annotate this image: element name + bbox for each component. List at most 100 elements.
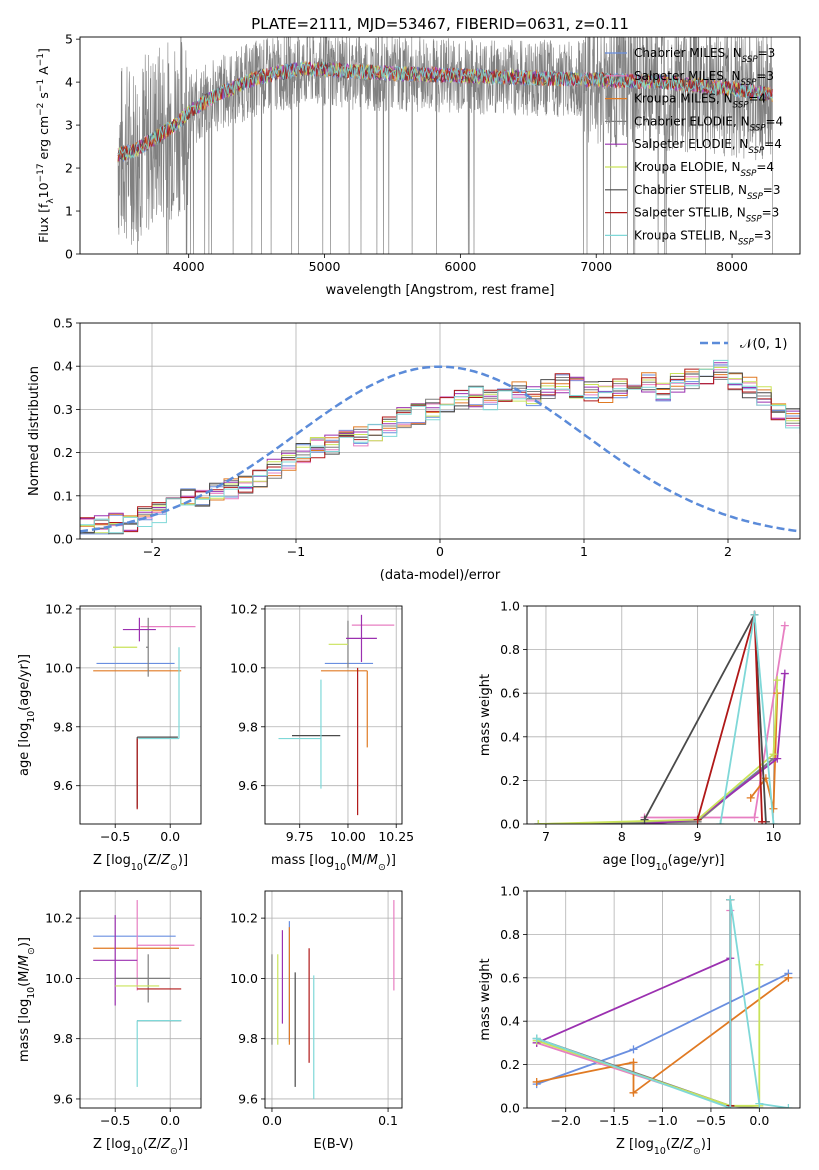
y-tick-label: 9.6 — [238, 778, 258, 793]
y-tick-label: 4 — [65, 75, 73, 90]
x-tick-label: 8 — [618, 829, 626, 844]
x-tick-label: 0.0 — [160, 1113, 180, 1128]
weight-series-line — [644, 673, 786, 824]
x-tick-label: 9 — [694, 829, 702, 844]
x-axis-label: Z [log10(Z/Z⊙)] — [616, 1137, 711, 1157]
y-tick-label: 0.2 — [500, 1057, 520, 1072]
y-tick-label: 10.0 — [45, 660, 73, 675]
weight-point-marker — [755, 960, 764, 969]
x-tick-label: 5000 — [309, 259, 341, 274]
plot-area — [527, 891, 800, 1108]
legend-entry: Kroupa MILES, NSSP=4 — [634, 92, 766, 111]
weight-series-line — [749, 693, 779, 809]
legend-entry: Salpeter ELODIE, NSSP=4 — [634, 137, 782, 156]
x-tick-label: −2 — [143, 544, 161, 559]
y-tick-label: 9.8 — [53, 719, 73, 734]
weight-point-marker — [629, 1088, 638, 1097]
y-tick-label: 3 — [65, 118, 73, 133]
y-tick-label: 1.0 — [500, 884, 520, 899]
axes-frame — [526, 890, 801, 1109]
y-tick-label: 0.2 — [53, 445, 73, 460]
x-axis-label: Z [log10(Z/Z⊙)] — [93, 853, 188, 873]
x-tick-label: 10 — [766, 829, 782, 844]
residual-histogram-step — [80, 359, 800, 534]
y-tick-label: 0.4 — [500, 729, 520, 744]
y-tick-label: 0.3 — [53, 402, 73, 417]
y-axis-label: mass [log10(M/M⊙)] — [17, 937, 37, 1062]
x-axis-label: mass [log10(M/M⊙)] — [271, 853, 396, 873]
legend-entry: 𝒩(0, 1) — [740, 337, 787, 352]
y-tick-label: 0.8 — [500, 642, 520, 657]
plot-area — [80, 891, 201, 1108]
y-tick-label: 10.2 — [230, 601, 258, 616]
legend-entry: Salpeter MILES, NSSP=3 — [634, 69, 774, 88]
y-tick-label: 0.5 — [53, 316, 73, 331]
y-tick-label: 10.2 — [230, 911, 258, 926]
weight-point-marker — [780, 621, 789, 630]
y-tick-label: 9.6 — [53, 1091, 73, 1106]
y-tick-label: 10.0 — [230, 971, 258, 986]
y-tick-label: 10.0 — [230, 660, 258, 675]
y-tick-label: 0 — [65, 247, 73, 262]
y-tick-label: 0.4 — [53, 359, 73, 374]
weight-point-marker — [726, 895, 735, 904]
plot-area — [527, 606, 800, 824]
axes-frame — [264, 605, 403, 825]
x-tick-label: −1 — [287, 544, 305, 559]
weight-point-marker — [758, 817, 767, 824]
x-tick-label: 0.0 — [262, 1113, 282, 1128]
mass-vs-metallicity-panel: −0.5 0.0 9.6 9.8 10.0 10.2 Z [log10(Z/Z⊙)] mass… — [17, 890, 202, 1157]
residuals-panel: −2 −1 0 1 2 0.0 0.1 0.2 0.3 0.4 0.5 (data-model)/er… — [27, 316, 801, 583]
normal-curve-line — [80, 365, 800, 533]
x-tick-label: −0.5 — [696, 1113, 726, 1128]
plot-area — [117, 37, 773, 254]
x-tick-label: −1.5 — [599, 1113, 629, 1128]
x-tick-label: 0.0 — [160, 829, 180, 844]
weight-point-marker — [750, 813, 759, 822]
weight-point-marker — [640, 815, 649, 824]
y-axis-label: Normed distribution — [27, 366, 42, 496]
residual-histogram-step — [80, 368, 800, 527]
weight-vs-metallicity-panel: −2.0 −1.5 −1.0 −0.5 0.0 0.0 0.2 0.4 0.6 0.8 1.0 Z [… — [478, 884, 801, 1157]
x-tick-label: 0.0 — [749, 1113, 769, 1128]
weight-point-marker — [769, 820, 778, 824]
y-tick-label: 1.0 — [500, 599, 520, 614]
spectrum-panel: 4000 5000 6000 7000 8000 0 1 2 3 4 5 wavelength [An… — [36, 32, 801, 298]
y-tick-label: 0.8 — [500, 927, 520, 942]
age-vs-mass-panel: 9.75 10.00 10.25 9.6 9.8 10.0 10.2 mass [log10(… — [230, 601, 414, 872]
legend-entry: Salpeter STELIB, NSSP=3 — [634, 206, 779, 225]
weight-point-marker — [769, 804, 778, 813]
axes-frame — [79, 36, 801, 255]
y-tick-label: 10.0 — [45, 971, 73, 986]
plot-area — [265, 606, 402, 824]
y-axis-label: Flux [fλ10−17 erg cm−2 s−1 A−1] — [36, 48, 56, 243]
x-tick-label: −0.5 — [100, 1113, 130, 1128]
weight-point-marker — [726, 1104, 735, 1108]
y-tick-label: 0.6 — [500, 686, 520, 701]
weight-series-line — [538, 680, 779, 824]
weight-series-line — [536, 977, 789, 1095]
y-axis-label: mass weight — [478, 674, 493, 756]
weight-point-marker — [532, 1034, 541, 1043]
x-tick-label: 9.75 — [286, 829, 314, 844]
x-tick-label: 0.1 — [378, 1113, 398, 1128]
x-tick-label: −1.0 — [647, 1113, 677, 1128]
axes-frame — [79, 890, 202, 1109]
weight-point-marker — [716, 820, 725, 824]
x-tick-label: 1 — [580, 544, 588, 559]
y-tick-label: 5 — [65, 32, 73, 47]
weight-point-marker — [755, 1099, 764, 1108]
y-tick-label: 0.4 — [500, 1014, 520, 1029]
x-tick-label: 10.25 — [378, 829, 414, 844]
x-axis-label: (data-model)/error — [380, 568, 501, 583]
weight-point-marker — [769, 750, 778, 759]
x-tick-label: −2.0 — [551, 1113, 581, 1128]
x-tick-label: 10.00 — [330, 829, 366, 844]
x-tick-label: 2 — [724, 544, 732, 559]
y-tick-label: 10.2 — [45, 911, 73, 926]
legend-entry: Chabrier ELODIE, NSSP=4 — [634, 114, 783, 133]
weight-point-marker — [773, 676, 782, 685]
axes-frame — [526, 605, 801, 825]
legend-entry: Chabrier MILES, NSSP=3 — [634, 46, 775, 65]
legend-entry: Chabrier STELIB, NSSP=3 — [634, 183, 781, 202]
